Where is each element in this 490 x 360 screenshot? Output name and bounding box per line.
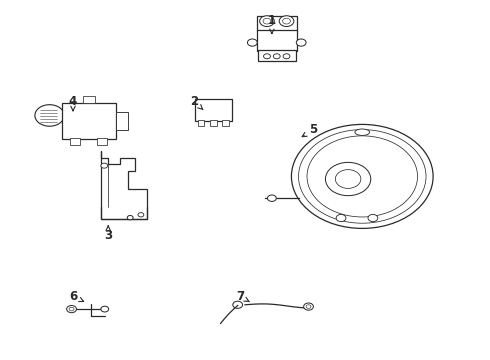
Ellipse shape — [355, 129, 369, 135]
Circle shape — [233, 301, 243, 309]
Circle shape — [67, 306, 76, 313]
Circle shape — [368, 215, 378, 222]
Circle shape — [264, 54, 270, 59]
Circle shape — [247, 39, 257, 46]
Circle shape — [101, 306, 109, 312]
Bar — [116, 112, 128, 130]
Text: 6: 6 — [69, 290, 84, 303]
Circle shape — [325, 162, 371, 195]
Bar — [83, 96, 95, 103]
Circle shape — [296, 39, 306, 46]
Circle shape — [283, 54, 290, 59]
Bar — [197, 121, 204, 126]
Bar — [97, 138, 107, 145]
Circle shape — [273, 54, 280, 59]
Circle shape — [335, 170, 361, 188]
Text: 4: 4 — [69, 95, 77, 111]
Circle shape — [292, 125, 433, 228]
Circle shape — [336, 215, 346, 222]
Text: 7: 7 — [236, 290, 249, 303]
Bar — [258, 50, 296, 61]
Text: 1: 1 — [268, 14, 276, 33]
Text: 3: 3 — [104, 226, 112, 242]
Bar — [210, 121, 217, 126]
Circle shape — [263, 18, 271, 24]
Circle shape — [35, 105, 64, 126]
Circle shape — [138, 213, 144, 217]
Circle shape — [304, 303, 314, 310]
Bar — [257, 16, 297, 31]
Circle shape — [69, 307, 74, 311]
Text: 2: 2 — [190, 95, 203, 109]
Circle shape — [101, 163, 108, 168]
Circle shape — [306, 305, 311, 309]
Bar — [222, 121, 229, 126]
Text: 5: 5 — [302, 123, 318, 137]
Circle shape — [127, 216, 133, 220]
Circle shape — [279, 16, 294, 27]
Circle shape — [268, 195, 276, 202]
Bar — [62, 103, 116, 139]
Bar — [195, 99, 232, 121]
Bar — [257, 30, 297, 51]
Circle shape — [283, 18, 291, 24]
Bar — [71, 138, 80, 145]
Circle shape — [260, 16, 274, 27]
Polygon shape — [101, 151, 147, 220]
